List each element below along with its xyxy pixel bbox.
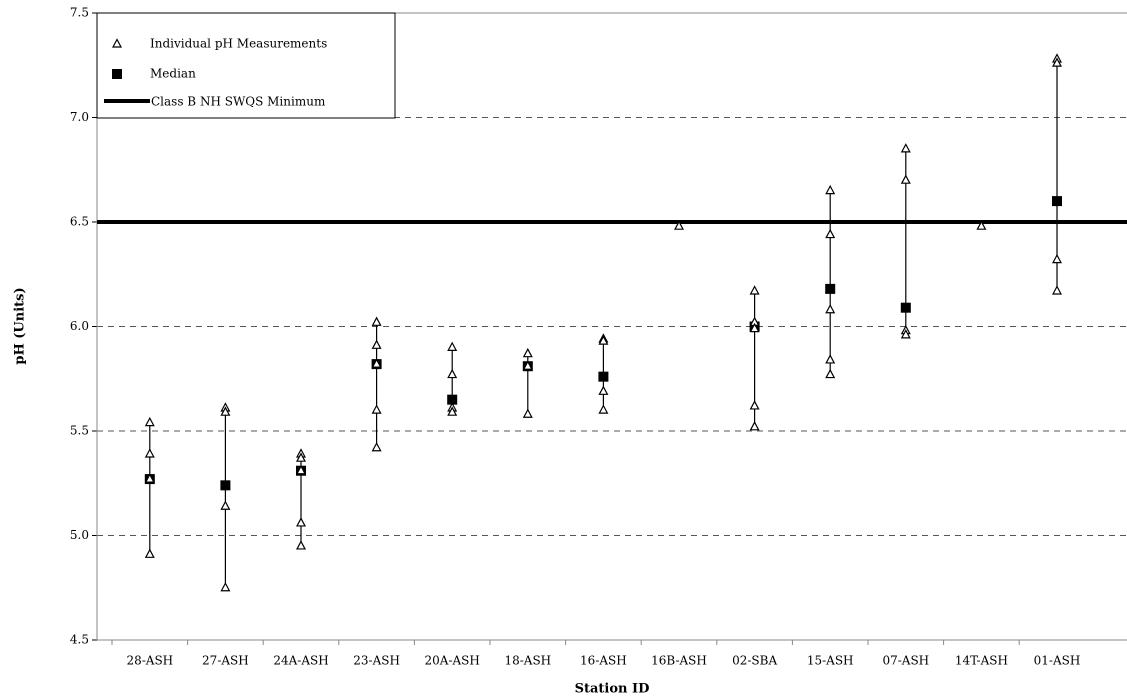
measurement-marker	[1052, 253, 1062, 264]
x-tick-label: 18-ASH	[504, 654, 551, 668]
x-axis-title: Station ID	[575, 682, 650, 697]
measurement-marker	[220, 500, 231, 510]
measurement-marker	[825, 368, 836, 379]
y-axis-title: pH (Units)	[13, 287, 28, 364]
y-tick-label: 7.0	[70, 110, 89, 124]
measurement-marker	[900, 143, 911, 153]
x-tick-label: 24A-ASH	[273, 654, 328, 668]
x-tick-label: 27-ASH	[202, 654, 249, 668]
measurement-marker	[296, 452, 306, 462]
x-tick-label: 01-ASH	[1034, 654, 1081, 668]
measurement-marker	[825, 304, 836, 314]
y-tick-label: 5.5	[70, 424, 89, 438]
y-tick-label: 6.5	[70, 215, 89, 229]
y-tick-label: 6.0	[70, 319, 89, 333]
measurement-marker	[144, 448, 155, 458]
measurement-marker	[825, 184, 836, 195]
measurement-marker	[296, 517, 306, 527]
measurement-marker	[825, 354, 836, 364]
legend-marker	[112, 69, 122, 79]
measurement-marker	[447, 368, 458, 379]
measurement-marker	[144, 473, 155, 483]
measurement-marker	[447, 406, 458, 416]
x-tick-label: 23-ASH	[353, 654, 400, 668]
measurement-marker	[447, 341, 458, 351]
x-tick-label: 14T-ASH	[955, 654, 1008, 668]
median-marker	[1052, 196, 1062, 207]
measurement-marker	[674, 220, 684, 230]
y-tick-label: 5.0	[70, 528, 89, 542]
measurement-marker	[371, 339, 382, 349]
measurement-marker	[522, 408, 533, 418]
x-tick-label: 20A-ASH	[425, 654, 480, 668]
measurement-marker	[1052, 285, 1062, 295]
x-tick-label: 16B-ASH	[651, 654, 707, 668]
legend-label: Median	[150, 67, 196, 81]
measurement-marker	[371, 404, 382, 414]
measurement-marker	[371, 316, 382, 326]
measurement-marker	[749, 421, 760, 431]
measurement-marker	[296, 464, 306, 475]
measurement-marker	[825, 228, 836, 239]
measurement-marker	[900, 329, 911, 339]
y-tick-label: 7.5	[70, 6, 89, 20]
measurement-marker	[598, 385, 609, 395]
measurement-marker	[371, 358, 382, 368]
measurement-marker	[1052, 57, 1062, 67]
measurement-marker	[296, 540, 306, 550]
x-tick-label: 16-ASH	[580, 654, 627, 668]
measurement-marker	[522, 347, 533, 358]
x-tick-label: 07-ASH	[882, 654, 929, 668]
y-tick-label: 4.5	[70, 633, 89, 647]
legend-label: Class B NH SWQS Minimum	[151, 95, 326, 109]
measurement-marker	[749, 400, 760, 410]
measurement-marker	[598, 335, 609, 345]
x-tick-label: 02-SBA	[732, 654, 777, 668]
measurement-marker	[371, 441, 382, 452]
median-marker	[447, 394, 458, 405]
median-marker	[900, 302, 911, 313]
measurement-marker	[522, 360, 533, 370]
measurement-marker	[900, 174, 911, 184]
measurement-marker	[598, 404, 609, 414]
measurement-marker	[220, 581, 231, 592]
x-tick-label: 15-ASH	[807, 654, 854, 668]
median-marker	[220, 480, 231, 491]
measurement-marker	[749, 322, 760, 333]
legend-label: Individual pH Measurements	[150, 37, 327, 51]
measurement-marker	[144, 548, 155, 558]
median-marker	[825, 283, 836, 294]
median-marker	[598, 371, 609, 382]
x-tick-label: 28-ASH	[126, 654, 173, 668]
measurement-marker	[144, 416, 155, 427]
measurement-marker	[749, 285, 760, 295]
measurement-marker	[220, 406, 231, 416]
measurement-marker	[976, 220, 987, 230]
legend-marker	[112, 38, 122, 48]
